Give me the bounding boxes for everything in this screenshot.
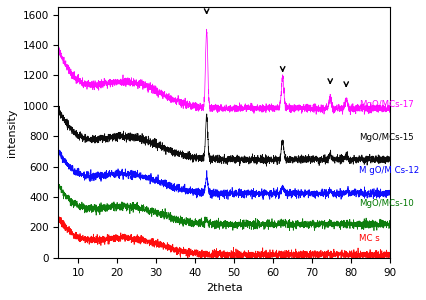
Text: MgO/MCs-15: MgO/MCs-15: [359, 133, 414, 142]
Y-axis label: intensity: intensity: [7, 108, 17, 157]
X-axis label: 2theta: 2theta: [206, 283, 242, 293]
Text: M gO/M Cs-12: M gO/M Cs-12: [359, 166, 419, 175]
Text: MgO/MCs-17: MgO/MCs-17: [359, 100, 414, 109]
Text: MgO/MCs-10: MgO/MCs-10: [359, 199, 414, 208]
Text: MC s: MC s: [359, 233, 380, 242]
